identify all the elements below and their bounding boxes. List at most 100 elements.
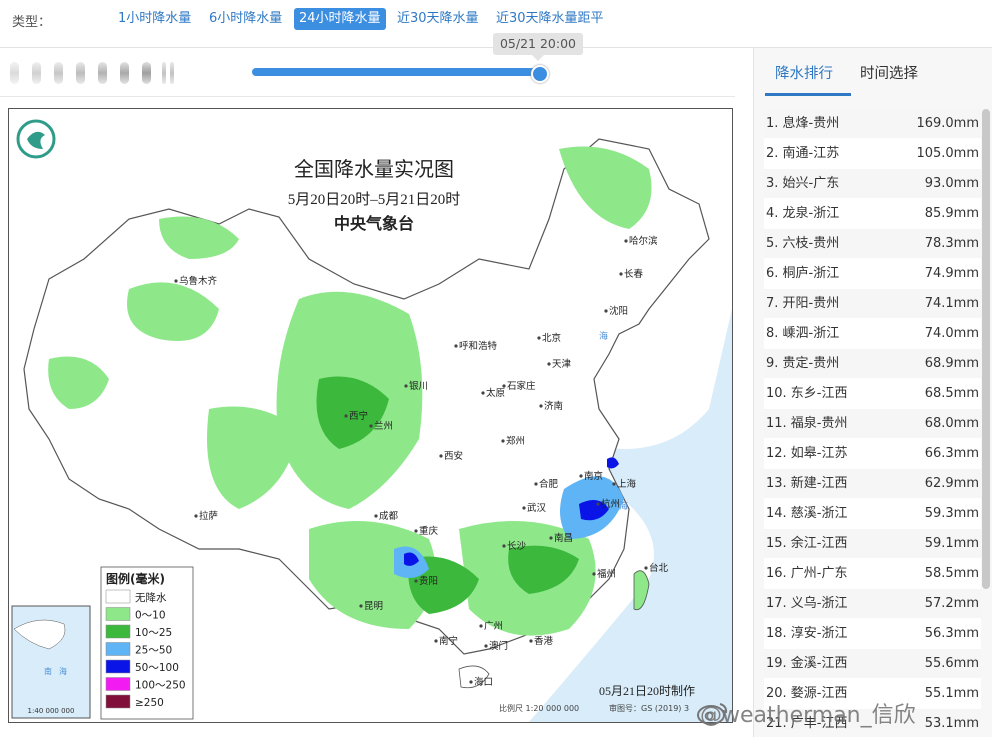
ranking-row[interactable]: 6. 桐庐-浙江 74.9mm	[764, 259, 981, 289]
city-label: 拉萨	[199, 510, 219, 522]
precip-value: 68.0mm	[924, 416, 979, 431]
station-name: 20. 婺源-江西	[766, 686, 848, 701]
precip-value: 93.0mm	[924, 176, 979, 191]
ranking-row[interactable]: 8. 嵊泗-浙江 74.0mm	[764, 319, 981, 349]
inset-sea-label: 南	[44, 666, 52, 676]
city-marker	[502, 544, 506, 548]
city-marker	[174, 279, 178, 283]
legend-label: 无降水	[135, 591, 167, 604]
city-label: 南宁	[439, 635, 458, 647]
sea-label: 海	[599, 330, 608, 342]
time-tooltip: 05/21 20:00	[493, 33, 583, 61]
station-name: 18. 淳安-浙江	[766, 626, 848, 641]
precip-value: 57.2mm	[924, 596, 979, 611]
ranking-row[interactable]: 14. 慈溪-浙江 59.3mm	[764, 499, 981, 529]
station-name: 6. 桐庐-浙江	[766, 266, 840, 281]
ranking-row[interactable]: 15. 余江-江西 59.1mm	[764, 529, 981, 559]
station-name: 7. 开阳-贵州	[766, 296, 840, 311]
ranking-row[interactable]: 3. 始兴-广东 93.0mm	[764, 169, 981, 199]
review-number: 审图号：GS (2019) 3	[609, 703, 689, 713]
city-marker	[604, 309, 608, 313]
city-label: 澳门	[489, 640, 508, 652]
ranking-row[interactable]: 21. 广丰-江西 53.1mm	[764, 709, 981, 729]
ranking-row[interactable]: 19. 金溪-江西 55.6mm	[764, 649, 981, 679]
ranking-row[interactable]: 20. 婺源-江西 55.1mm	[764, 679, 981, 709]
loading-spinner-icon	[10, 62, 180, 84]
city-label: 成都	[379, 510, 399, 522]
city-label: 太原	[486, 387, 505, 399]
south-china-sea-inset: 南 海 1:40 000 000	[11, 605, 91, 719]
map-scale: 比例尺 1:20 000 000	[499, 703, 579, 713]
legend-label: ≥250	[135, 697, 164, 709]
tab-30d-anomaly[interactable]: 近30天降水量距平	[496, 11, 604, 26]
city-label: 西宁	[349, 410, 368, 422]
precip-value: 62.9mm	[924, 476, 979, 491]
legend-swatch	[105, 607, 131, 621]
ranking-row[interactable]: 11. 福泉-贵州 68.0mm	[764, 409, 981, 439]
precip-value: 56.3mm	[924, 626, 979, 641]
sidebar: 降水排行 时间选择 1. 息烽-贵州 169.0mm 2. 南通-江苏 105.0mm…	[753, 48, 992, 737]
legend-label: 100～250	[135, 680, 186, 692]
city-marker	[414, 529, 418, 533]
tab-precip-ranking[interactable]: 降水排行	[775, 66, 833, 82]
ranking-row[interactable]: 13. 新建-江西 62.9mm	[764, 469, 981, 499]
city-marker	[619, 272, 623, 276]
ranking-row[interactable]: 18. 淳安-浙江 56.3mm	[764, 619, 981, 649]
legend-swatch	[105, 642, 131, 656]
city-label: 上海	[617, 478, 637, 490]
legend-label: 10～25	[135, 627, 172, 639]
ranking-scrollbar[interactable]	[982, 109, 990, 589]
city-marker	[481, 391, 485, 395]
ranking-row[interactable]: 1. 息烽-贵州 169.0mm	[764, 109, 981, 139]
ranking-row[interactable]: 4. 龙泉-浙江 85.9mm	[764, 199, 981, 229]
city-marker	[534, 482, 538, 486]
station-name: 9. 贵定-贵州	[766, 356, 840, 371]
city-marker	[479, 624, 483, 628]
ranking-row[interactable]: 12. 如皋-江苏 66.3mm	[764, 439, 981, 469]
city-label: 长沙	[507, 540, 527, 552]
precip-value: 85.9mm	[924, 206, 979, 221]
city-label: 海口	[474, 676, 493, 688]
ranking-row[interactable]: 9. 贵定-贵州 68.9mm	[764, 349, 981, 379]
ranking-row[interactable]: 5. 六枝-贵州 78.3mm	[764, 229, 981, 259]
tab-time-select[interactable]: 时间选择	[860, 66, 918, 82]
inset-sea-label: 海	[59, 666, 67, 676]
city-marker	[454, 344, 458, 348]
tab-24h-precip[interactable]: 24小时降水量	[294, 8, 386, 30]
station-name: 17. 义乌-浙江	[766, 596, 848, 611]
city-marker	[624, 239, 628, 243]
legend-swatch	[105, 589, 131, 604]
city-label: 杭州	[601, 498, 620, 510]
station-name: 15. 余江-江西	[766, 536, 848, 551]
tab-1h-precip[interactable]: 1小时降水量	[118, 11, 192, 26]
city-label: 天津	[552, 359, 572, 370]
ranking-row[interactable]: 7. 开阳-贵州 74.1mm	[764, 289, 981, 319]
legend-swatch	[105, 624, 131, 639]
legend-label: 50～100	[135, 662, 179, 674]
legend: 图例(毫米) 无降水 0～10 10～25 25～50 50～100 100～250 ≥25…	[100, 566, 194, 720]
legend-swatch	[105, 677, 131, 691]
sea-area	[529, 309, 732, 722]
time-slider-handle[interactable]	[531, 65, 549, 83]
ranking-row[interactable]: 2. 南通-江苏 105.0mm	[764, 139, 981, 169]
tab-6h-precip[interactable]: 6小时降水量	[209, 11, 283, 26]
city-label: 南昌	[554, 532, 573, 544]
precip-value: 53.1mm	[924, 716, 979, 729]
city-marker	[439, 454, 443, 458]
station-name: 12. 如皋-江苏	[766, 446, 848, 461]
ranking-row[interactable]: 10. 东乡-江西 68.5mm	[764, 379, 981, 409]
ranking-row[interactable]: 16. 广州-广东 58.5mm	[764, 559, 981, 589]
station-name: 3. 始兴-广东	[766, 176, 840, 191]
watermark-text: @weatherman_信欣	[700, 703, 916, 728]
legend-label: 0～10	[135, 610, 166, 622]
precip-value: 78.3mm	[924, 236, 979, 251]
ranking-row[interactable]: 17. 义乌-浙江 57.2mm	[764, 589, 981, 619]
tab-30d-precip[interactable]: 近30天降水量	[397, 11, 479, 26]
city-label: 福州	[597, 568, 616, 580]
city-marker	[596, 502, 600, 506]
precipitation-map: 全国降水量实况图 5月20日20时–5月21日20时 中央气象台 海 海 乌鲁木…	[8, 108, 733, 723]
city-label: 郑州	[506, 435, 525, 447]
time-slider-track[interactable]	[252, 68, 540, 76]
city-marker	[344, 414, 348, 418]
ranking-list: 1. 息烽-贵州 169.0mm 2. 南通-江苏 105.0mm 3. 始兴-广东 93…	[764, 109, 981, 729]
